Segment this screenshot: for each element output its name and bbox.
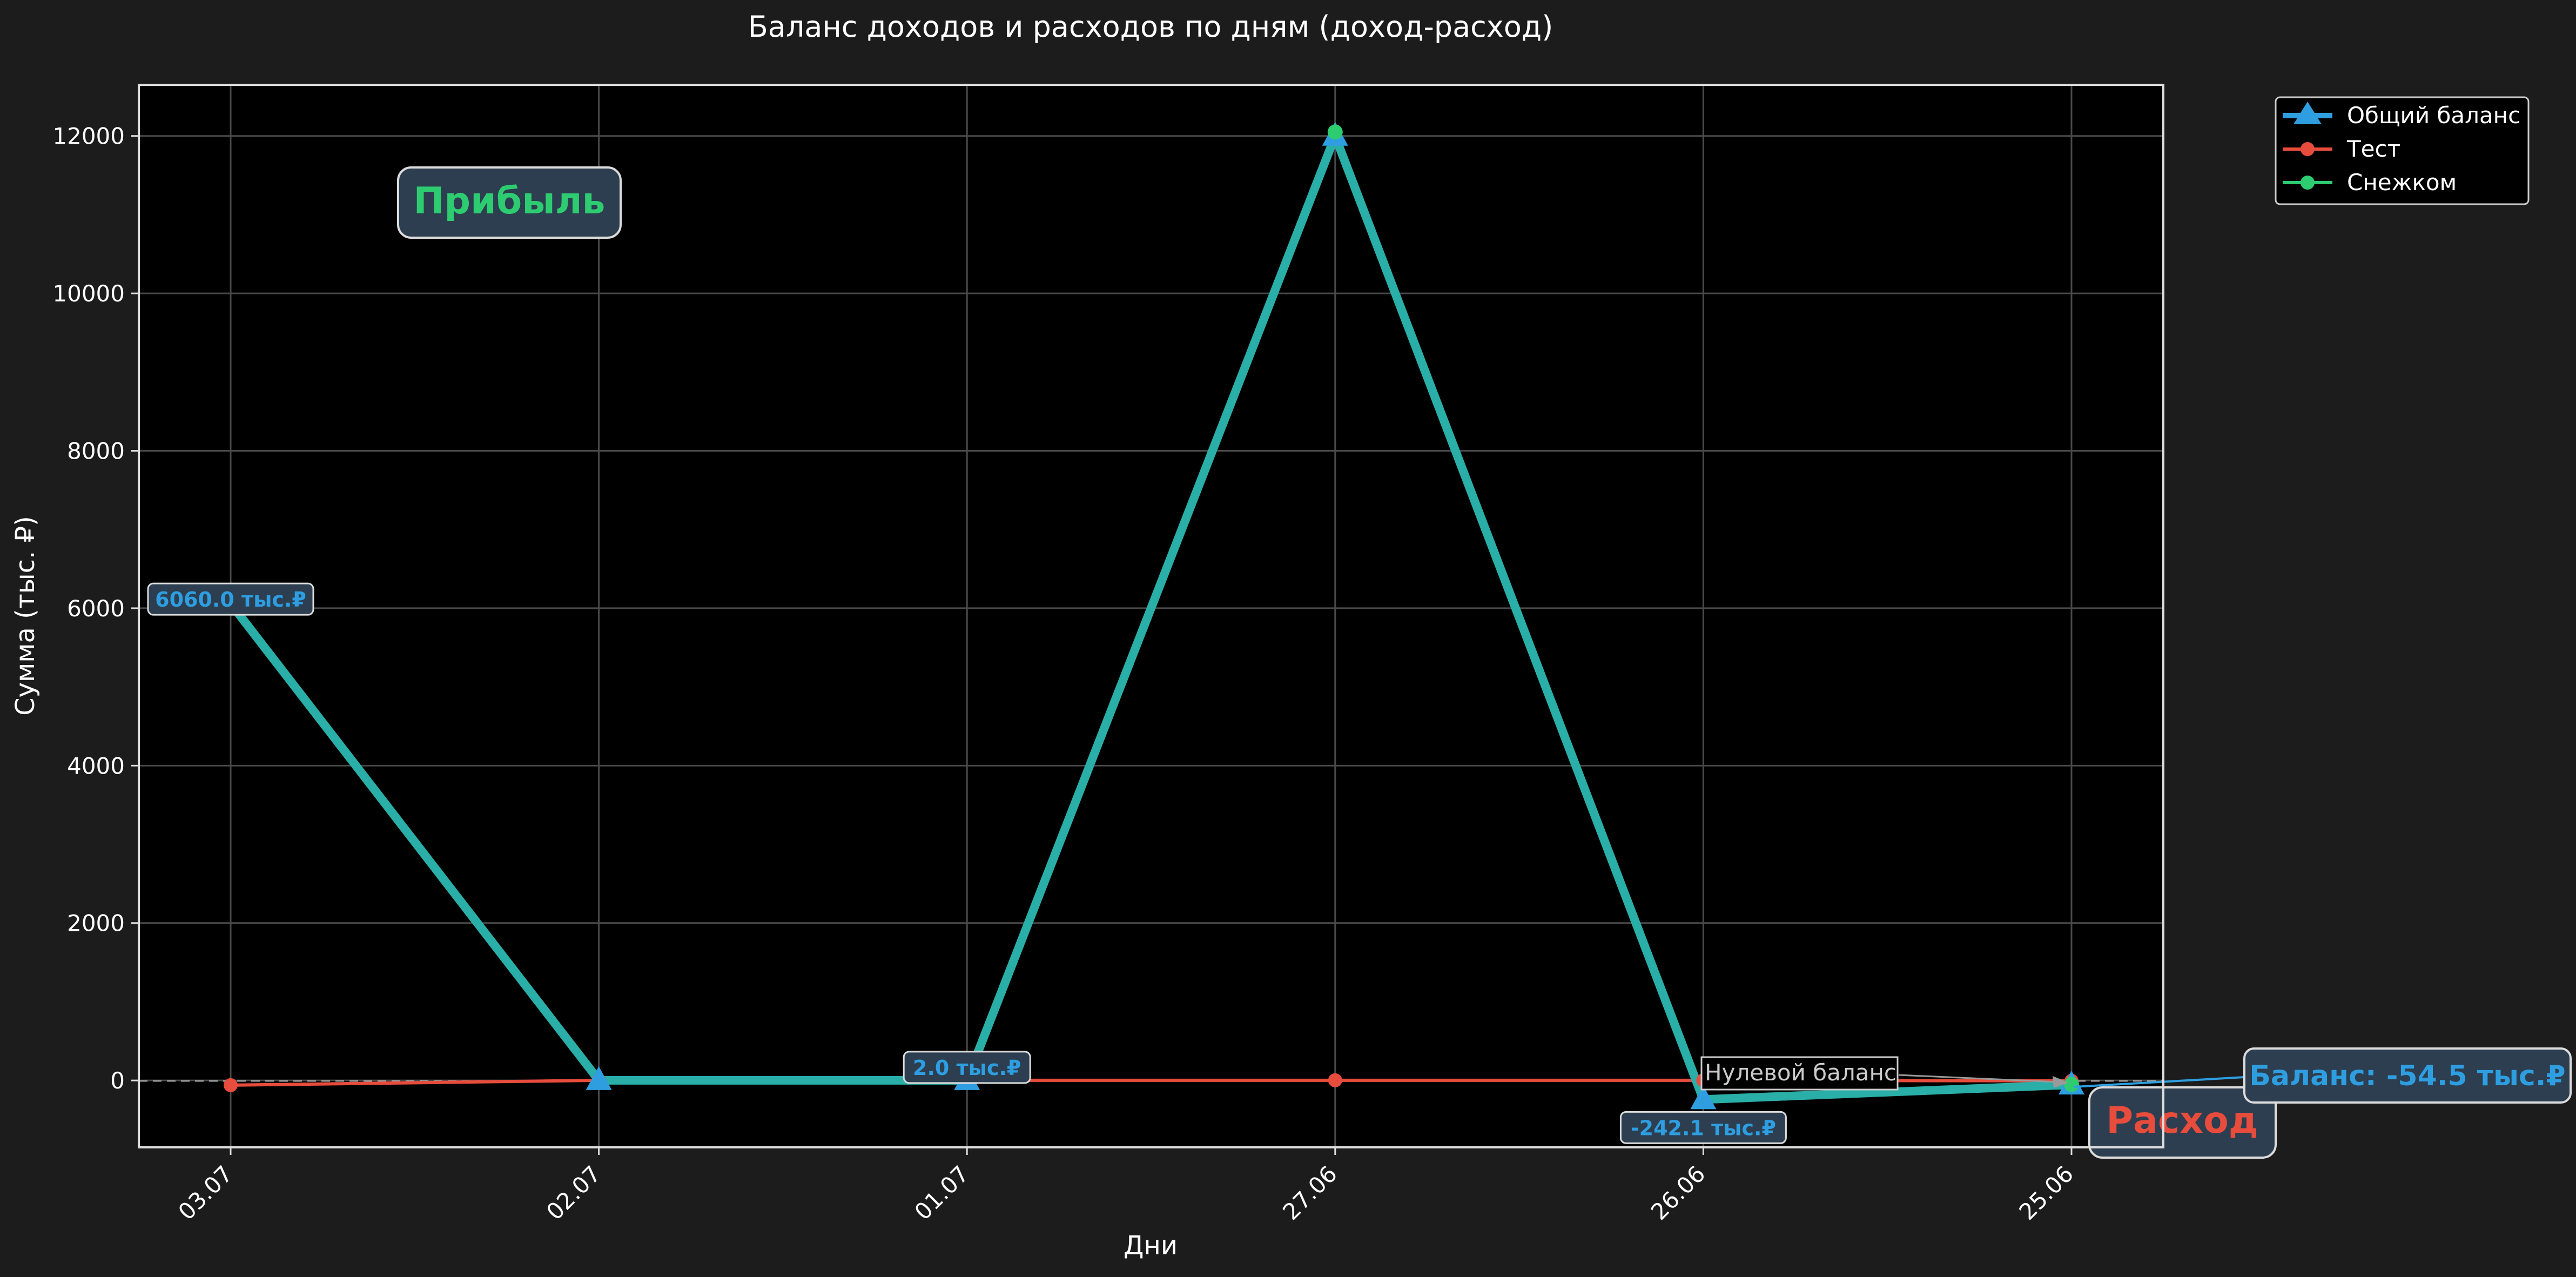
legend-item-test: Тест <box>2283 136 2400 162</box>
x-tick-label: 03.07 <box>173 1160 238 1225</box>
x-tick-label: 27.06 <box>1277 1160 1342 1225</box>
grid-lines <box>139 85 2163 1147</box>
data-label: 2.0 тыс.₽ <box>913 1056 1021 1080</box>
final-balance-label: Баланс: -54.5 тыс.₽ <box>2249 1060 2565 1092</box>
x-tick-label: 01.07 <box>910 1160 974 1225</box>
y-tick-label: 2000 <box>67 910 125 937</box>
snezhkom-point <box>2064 1077 2079 1092</box>
test-point <box>1328 1073 1342 1087</box>
legend-label-snezhkom: Снежком <box>2347 169 2457 196</box>
total-balance-line <box>227 131 2072 1104</box>
total-balance-point <box>1690 1085 1717 1110</box>
zero-balance-label: Нулевой баланс <box>1705 1059 1896 1086</box>
y-axis-label: Сумма (тыс. ₽) <box>10 516 41 716</box>
data-label-box <box>147 582 314 616</box>
y-tick-label: 12000 <box>52 123 125 150</box>
data-label-box <box>1619 1111 1787 1144</box>
total-balance-point <box>586 1066 612 1090</box>
y-tick-label: 10000 <box>52 280 125 307</box>
legend-item-snezhkom: Снежком <box>2283 169 2457 196</box>
y-tick-label: 4000 <box>67 752 125 779</box>
x-axis-label: Дни <box>1124 1231 1178 1261</box>
expense-label: Расход <box>2106 1099 2258 1142</box>
y-tick-label: 0 <box>110 1067 125 1094</box>
data-label-box <box>903 1051 1031 1084</box>
snezhkom-point <box>1327 124 1343 140</box>
final-balance-annotation: Баланс: -54.5 тыс.₽ <box>2074 1047 2572 1104</box>
legend: Общий баланс Тест Снежком <box>2275 96 2530 205</box>
data-labels: 6060.0 тыс.₽ 2.0 тыс.₽ -242.1 тыс.₽ <box>147 582 1787 1144</box>
y-tick-label: 8000 <box>67 438 125 465</box>
chart-title: Баланс доходов и расходов по дням (доход… <box>748 10 1553 44</box>
data-label: 6060.0 тыс.₽ <box>155 588 306 611</box>
x-tick-label: 25.06 <box>2014 1160 2079 1225</box>
legend-label-total-balance: Общий баланс <box>2347 102 2520 129</box>
legend-item-total-balance: Общий баланс <box>2283 102 2520 129</box>
x-tick-label: 02.07 <box>541 1160 606 1225</box>
x-tick-label: 26.06 <box>1646 1160 1711 1225</box>
zero-balance-annotation: Нулевой баланс <box>1700 1056 2069 1091</box>
data-label: -242.1 тыс.₽ <box>1631 1116 1776 1140</box>
test-point <box>224 1078 238 1092</box>
y-tick-label: 6000 <box>67 595 125 622</box>
expense-annotation: Расход <box>2088 1086 2277 1159</box>
plot-frame <box>138 84 2164 1148</box>
legend-label-test: Тест <box>2346 136 2400 162</box>
profit-label: Прибыль <box>413 180 605 223</box>
profit-annotation: Прибыль <box>397 166 622 239</box>
